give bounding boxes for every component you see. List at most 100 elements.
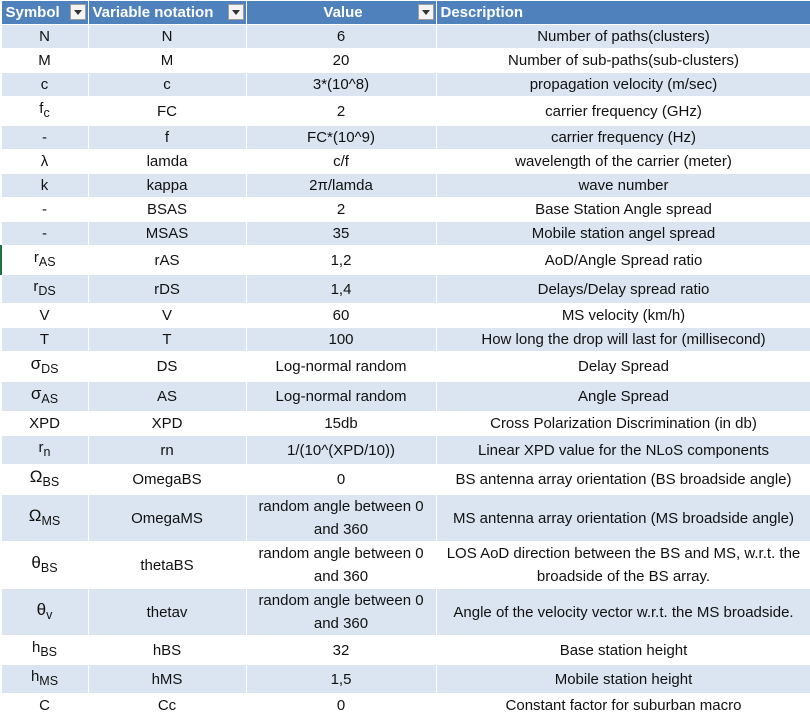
cell-symbol[interactable]: c [0, 72, 89, 97]
cell-variable[interactable]: T [87, 327, 247, 352]
cell-description[interactable]: Angle of the velocity vector w.r.t. the … [435, 588, 810, 636]
cell-value[interactable]: 100 [245, 327, 437, 352]
cell-symbol[interactable]: rn [0, 435, 89, 465]
cell-symbol[interactable]: σDS [0, 351, 89, 382]
cell-variable[interactable]: N [87, 24, 247, 49]
cell-variable[interactable]: thetaBS [87, 541, 247, 589]
cell-symbol[interactable]: θBS [0, 541, 89, 589]
cell-variable[interactable]: OmegaMS [87, 494, 247, 542]
cell-symbol[interactable]: fc [0, 96, 89, 126]
cell-variable[interactable]: kappa [87, 173, 247, 198]
cell-symbol[interactable]: - [0, 197, 89, 222]
cell-value[interactable]: 20 [245, 48, 437, 73]
header-variable-notation[interactable]: Variable notation [87, 0, 247, 25]
cell-description[interactable]: LOS AoD direction between the BS and MS,… [435, 541, 810, 589]
cell-description[interactable]: Delay Spread [435, 351, 810, 382]
cell-description[interactable]: Mobile station height [435, 664, 810, 694]
cell-variable[interactable]: BSAS [87, 197, 247, 222]
cell-variable[interactable]: XPD [87, 411, 247, 436]
cell-value[interactable]: 32 [245, 635, 437, 665]
cell-variable[interactable]: f [87, 125, 247, 150]
filter-dropdown-icon[interactable] [69, 4, 86, 20]
cell-description[interactable]: carrier frequency (Hz) [435, 125, 810, 150]
header-value[interactable]: Value [245, 0, 437, 25]
cell-description[interactable]: Constant factor for suburban macro [435, 693, 810, 718]
cell-symbol[interactable]: hBS [0, 635, 89, 665]
cell-description[interactable]: carrier frequency (GHz) [435, 96, 810, 126]
cell-variable[interactable]: OmegaBS [87, 464, 247, 495]
cell-variable[interactable]: V [87, 303, 247, 328]
header-description[interactable]: Description [435, 0, 810, 25]
cell-description[interactable]: propagation velocity (m/sec) [435, 72, 810, 97]
cell-symbol[interactable]: C [0, 693, 89, 718]
cell-symbol[interactable]: θv [0, 588, 89, 636]
cell-symbol[interactable]: ΩMS [0, 494, 89, 542]
cell-variable[interactable]: thetav [87, 588, 247, 636]
cell-variable[interactable]: FC [87, 96, 247, 126]
cell-description[interactable]: Number of paths(clusters) [435, 24, 810, 49]
cell-value[interactable]: 6 [245, 24, 437, 49]
cell-value[interactable]: Log-normal random [245, 381, 437, 412]
cell-symbol[interactable]: N [0, 24, 89, 49]
cell-variable[interactable]: rDS [87, 274, 247, 304]
cell-description[interactable]: wavelength of the carrier (meter) [435, 149, 810, 174]
cell-symbol[interactable]: V [0, 303, 89, 328]
cell-variable[interactable]: rn [87, 435, 247, 465]
cell-symbol[interactable]: - [0, 221, 89, 246]
cell-value[interactable]: 35 [245, 221, 437, 246]
cell-symbol[interactable]: k [0, 173, 89, 198]
cell-value[interactable]: 0 [245, 693, 437, 718]
cell-description[interactable]: wave number [435, 173, 810, 198]
cell-variable[interactable]: hMS [87, 664, 247, 694]
cell-symbol[interactable]: XPD [0, 411, 89, 436]
cell-value[interactable]: FC*(10^9) [245, 125, 437, 150]
cell-value[interactable]: random angle between 0 and 360 [245, 541, 437, 589]
filter-dropdown-icon[interactable] [227, 4, 244, 20]
cell-description[interactable]: MS velocity (km/h) [435, 303, 810, 328]
cell-variable[interactable]: AS [87, 381, 247, 412]
cell-value[interactable]: random angle between 0 and 360 [245, 588, 437, 636]
header-symbol[interactable]: Symbol [0, 0, 89, 25]
cell-variable[interactable]: c [87, 72, 247, 97]
cell-value[interactable]: 1,2 [245, 245, 437, 275]
cell-description[interactable]: How long the drop will last for (millise… [435, 327, 810, 352]
cell-variable[interactable]: Cc [87, 693, 247, 718]
cell-value[interactable]: Log-normal random [245, 351, 437, 382]
cell-value[interactable]: 1,5 [245, 664, 437, 694]
cell-symbol[interactable]: M [0, 48, 89, 73]
cell-description[interactable]: Linear XPD value for the NLoS components [435, 435, 810, 465]
cell-description[interactable]: Mobile station angel spread [435, 221, 810, 246]
cell-symbol[interactable]: rDS [0, 274, 89, 304]
cell-value[interactable]: 3*(10^8) [245, 72, 437, 97]
cell-value[interactable]: 2 [245, 197, 437, 222]
cell-description[interactable]: Cross Polarization Discrimination (in db… [435, 411, 810, 436]
cell-value[interactable]: 15db [245, 411, 437, 436]
cell-value[interactable]: 0 [245, 464, 437, 495]
cell-symbol[interactable]: rAS [0, 245, 89, 275]
cell-value[interactable]: 2π/lamda [245, 173, 437, 198]
cell-variable[interactable]: rAS [87, 245, 247, 275]
cell-description[interactable]: Number of sub-paths(sub-clusters) [435, 48, 810, 73]
cell-symbol[interactable]: λ [0, 149, 89, 174]
cell-value[interactable]: 2 [245, 96, 437, 126]
cell-value[interactable]: 60 [245, 303, 437, 328]
cell-value[interactable]: c/f [245, 149, 437, 174]
cell-description[interactable]: AoD/Angle Spread ratio [435, 245, 810, 275]
cell-description[interactable]: BS antenna array orientation (BS broadsi… [435, 464, 810, 495]
cell-description[interactable]: Base Station Angle spread [435, 197, 810, 222]
cell-variable[interactable]: DS [87, 351, 247, 382]
cell-symbol[interactable]: T [0, 327, 89, 352]
cell-variable[interactable]: lamda [87, 149, 247, 174]
cell-description[interactable]: Angle Spread [435, 381, 810, 412]
cell-symbol[interactable]: hMS [0, 664, 89, 694]
cell-variable[interactable]: M [87, 48, 247, 73]
cell-value[interactable]: random angle between 0 and 360 [245, 494, 437, 542]
cell-symbol[interactable]: ΩBS [0, 464, 89, 495]
cell-variable[interactable]: MSAS [87, 221, 247, 246]
cell-description[interactable]: Base station height [435, 635, 810, 665]
filter-dropdown-icon[interactable] [417, 4, 434, 20]
cell-value[interactable]: 1/(10^(XPD/10)) [245, 435, 437, 465]
cell-value[interactable]: 1,4 [245, 274, 437, 304]
cell-description[interactable]: Delays/Delay spread ratio [435, 274, 810, 304]
cell-description[interactable]: MS antenna array orientation (MS broadsi… [435, 494, 810, 542]
